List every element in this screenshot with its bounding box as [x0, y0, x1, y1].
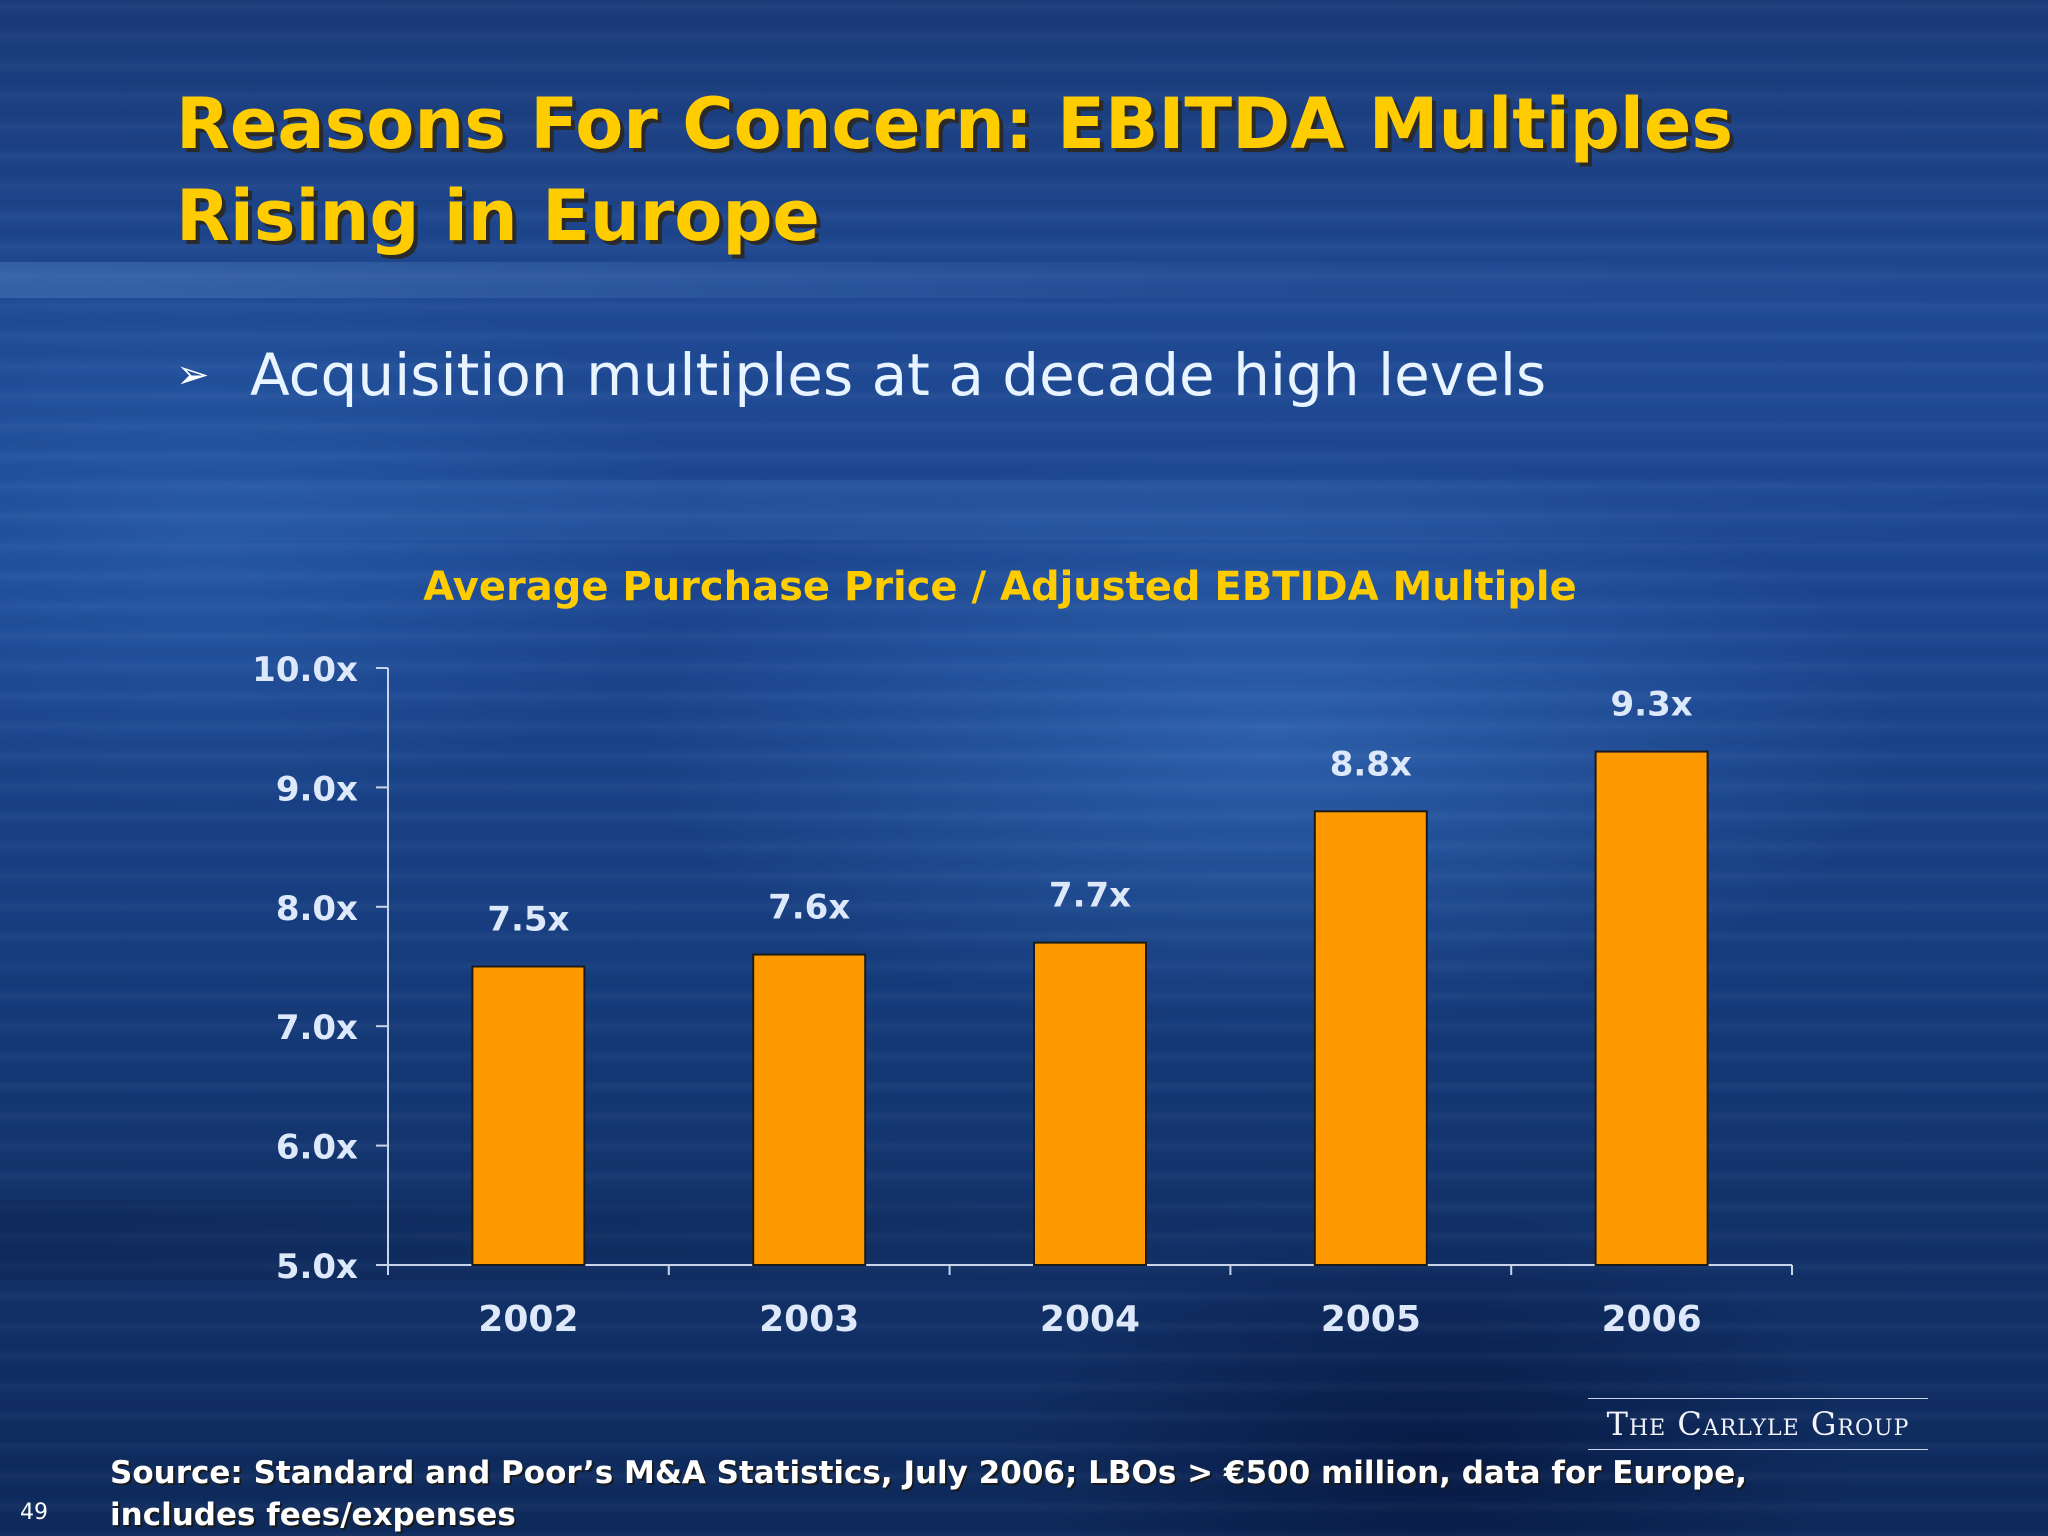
- data-label: 8.8x: [1330, 744, 1412, 784]
- bar-2004: [1033, 941, 1147, 1266]
- data-label: 7.5x: [487, 900, 569, 940]
- bullet-text: Acquisition multiples at a decade high l…: [250, 341, 1547, 409]
- bar-2006: [1594, 750, 1709, 1266]
- carlyle-group-logo: The Carlyle Group: [1588, 1398, 1928, 1450]
- y-tick-label: 9.0x: [276, 769, 358, 809]
- x-axis: 2002 2003 2004 2005 2006: [387, 1264, 1793, 1340]
- data-labels: 7.5x 7.6x 7.7x 8.8x 9.3x: [487, 685, 1692, 940]
- x-category-label: 2006: [1601, 1299, 1701, 1340]
- data-label: 9.3x: [1611, 685, 1693, 725]
- data-label: 7.7x: [1049, 876, 1131, 916]
- bars: [471, 750, 1709, 1267]
- data-label: 7.6x: [768, 888, 850, 928]
- y-tick-label: 10.0x: [252, 650, 358, 690]
- y-tick-label: 8.0x: [276, 889, 358, 929]
- y-tick-label: 7.0x: [276, 1008, 358, 1048]
- x-category-label: 2002: [478, 1299, 578, 1340]
- arrowhead-bullet-icon: ➢: [176, 352, 210, 398]
- x-category-label: 2004: [1040, 1299, 1140, 1340]
- y-tick-label: 6.0x: [276, 1128, 358, 1168]
- source-note: Source: Standard and Poor’s M&A Statisti…: [110, 1455, 1748, 1533]
- x-category-label: 2005: [1321, 1299, 1421, 1340]
- chart-title: Average Purchase Price / Adjusted EBTIDA…: [423, 564, 1577, 610]
- x-category-label: 2003: [759, 1299, 859, 1340]
- y-axis: 5.0x 6.0x 7.0x 8.0x 9.0x 10.0x: [252, 650, 389, 1287]
- bar-2003: [752, 953, 867, 1266]
- page-number: 49: [20, 1500, 48, 1525]
- bullet-item: ➢ Acquisition multiples at a decade high…: [176, 340, 1546, 410]
- bar-2002: [471, 965, 586, 1266]
- y-tick-label: 5.0x: [276, 1247, 358, 1287]
- slide-title: Reasons For Concern: EBITDA Multiples Ri…: [176, 83, 1733, 257]
- bar-2005: [1313, 810, 1428, 1267]
